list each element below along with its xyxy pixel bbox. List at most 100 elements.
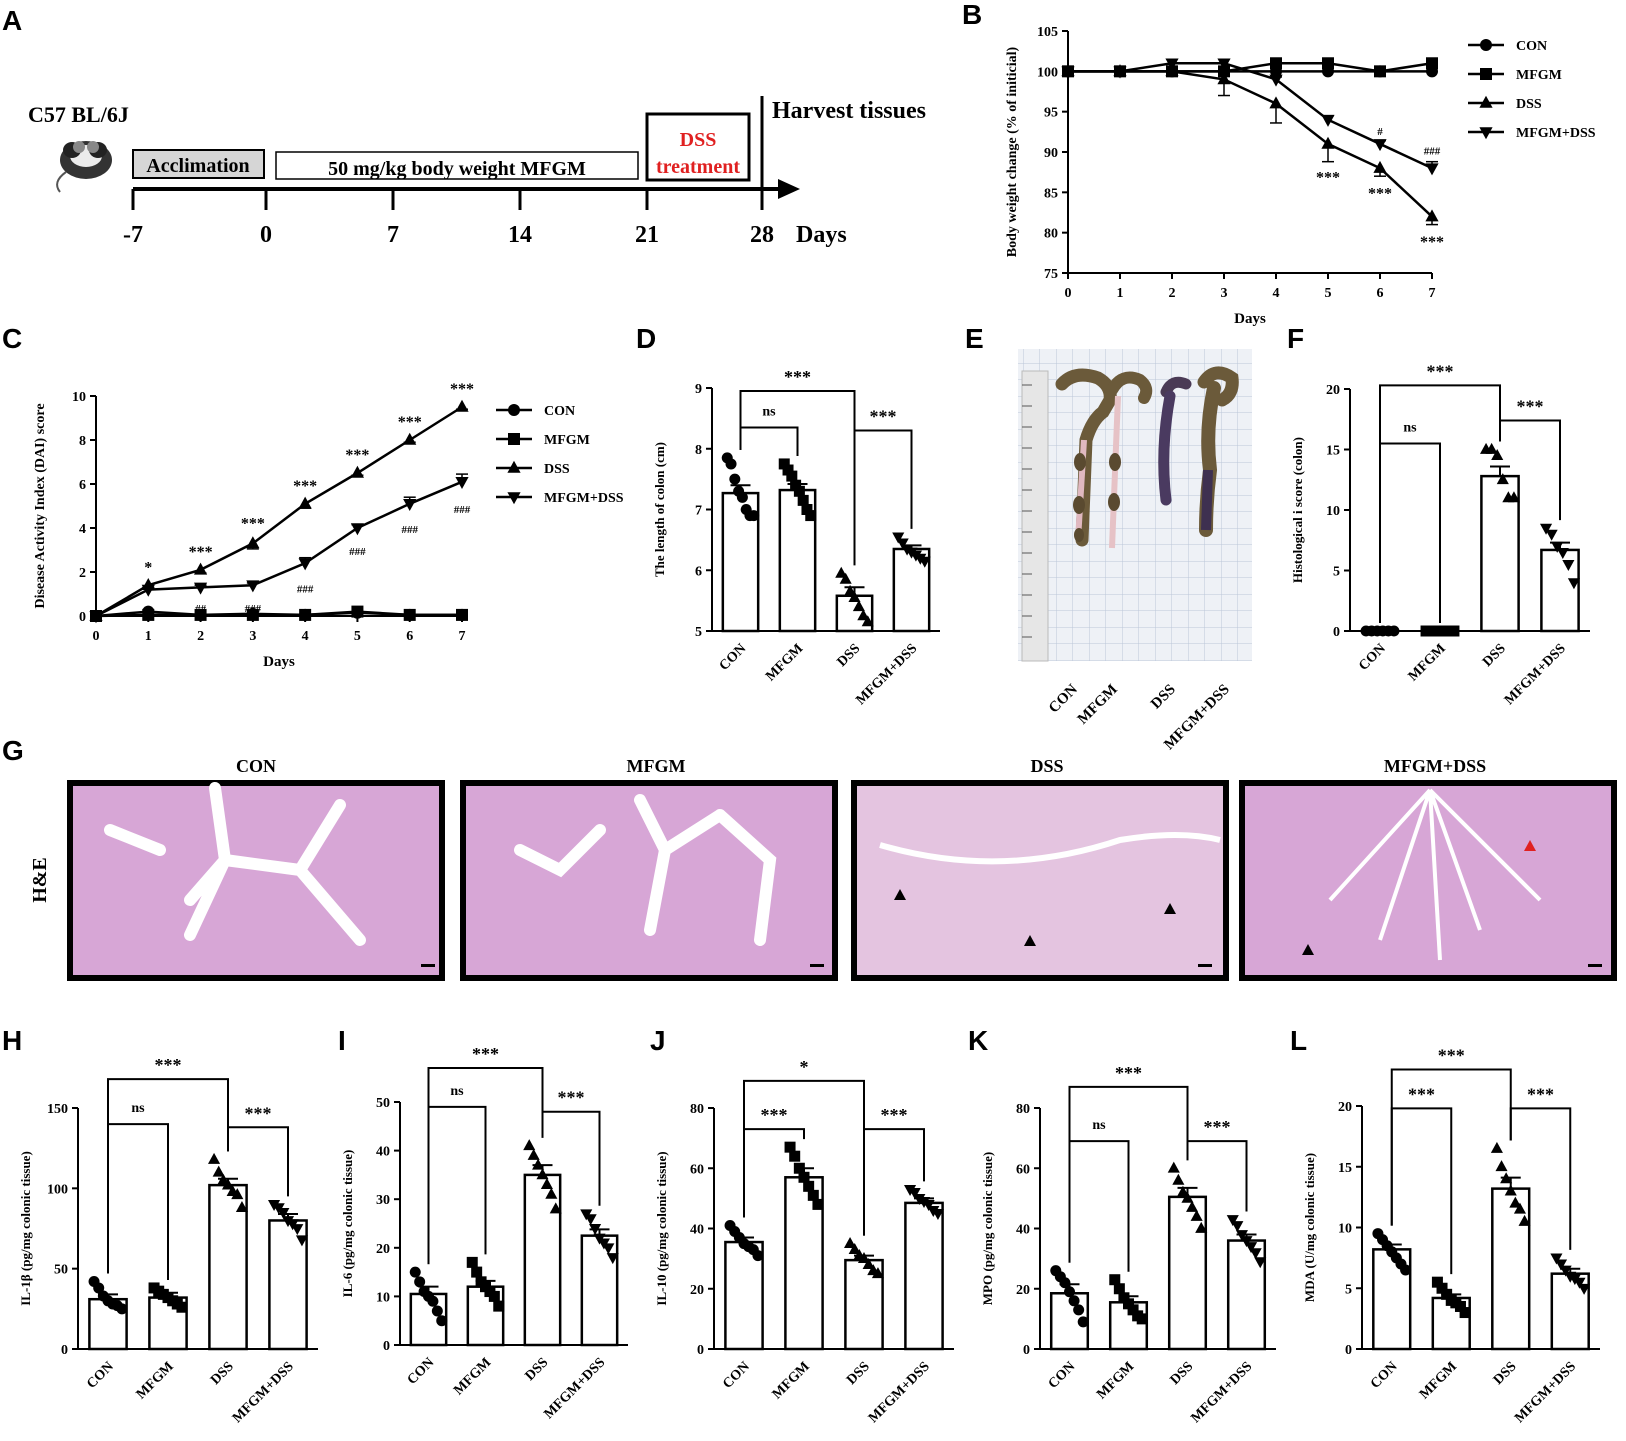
- data-point: [1270, 57, 1282, 70]
- y-tick-label: 5: [695, 625, 702, 640]
- legend-label: DSS: [1516, 97, 1542, 112]
- significance-marker: ***: [241, 515, 265, 532]
- data-point: [436, 1315, 448, 1327]
- significance-label: *: [800, 1057, 809, 1077]
- legend-marker: [508, 433, 520, 445]
- data-point: [1231, 1221, 1244, 1233]
- y-tick-label: 4: [79, 522, 86, 537]
- colon-sample-mfgm: [1106, 371, 1153, 549]
- data-point: [1064, 1286, 1075, 1298]
- x-tick-label: MFGM: [1417, 1359, 1460, 1402]
- data-point: [456, 608, 468, 621]
- significance-bracket: [1379, 384, 1501, 623]
- data-point: [277, 1208, 290, 1220]
- x-tick-label: DSS: [523, 1355, 552, 1384]
- data-point: [789, 1150, 801, 1162]
- y-tick-label: 10: [1338, 1222, 1352, 1237]
- data-point: [848, 1242, 861, 1254]
- photo-label-con: CON: [1046, 681, 1081, 716]
- x-tick-label: 5: [354, 629, 361, 644]
- legend-marker: [1480, 39, 1492, 51]
- significance-label: ***: [784, 367, 811, 387]
- significance-label: ns: [1403, 420, 1417, 435]
- data-point: [1373, 139, 1387, 152]
- panel-letter-e: E: [965, 323, 984, 354]
- x-tick-label: 7: [459, 629, 466, 644]
- data-point: [1254, 1257, 1267, 1269]
- data-point: [1322, 57, 1334, 70]
- y-axis-label: MPO (pg/mg colonic tissue): [980, 1152, 995, 1305]
- data-point: [1167, 1161, 1180, 1173]
- significance-marker: ###: [454, 504, 471, 516]
- data-point: [1136, 1313, 1148, 1325]
- data-point: [922, 1200, 935, 1211]
- significance-bracket: [863, 1128, 925, 1236]
- significance-marker: ***: [1420, 234, 1444, 251]
- colon-sample-dss: [1158, 376, 1192, 506]
- y-axis-label: IL-6 (pg/mg colonic tissue): [340, 1150, 355, 1298]
- y-tick-label: 8: [79, 434, 86, 449]
- data-point: [1437, 625, 1449, 637]
- data-point: [1217, 72, 1231, 85]
- data-point: [350, 465, 365, 478]
- photo-label-mfgm: MFGM: [1075, 682, 1121, 728]
- data-point: [246, 608, 259, 621]
- timeline-panel: C57 BL/6J Acclimation 50 mg/kg body weig…: [28, 96, 926, 248]
- chart-f-histological-score: 0 5 10 15 20 Histological i score (colon) CON M…: [1290, 361, 1590, 708]
- data-point: [1190, 1209, 1203, 1221]
- y-tick-label: 50: [376, 1096, 390, 1111]
- dss-treatment-label-1: DSS: [680, 129, 717, 151]
- y-tick-label: 0: [61, 1343, 68, 1358]
- data-point: [797, 494, 809, 506]
- data-point: [142, 608, 155, 621]
- chart-l-mda: 0 5 10 15 20 MDA (U/mg colonic tissue) CON MFGM…: [1302, 1046, 1600, 1426]
- significance-label: ***: [155, 1055, 182, 1075]
- significance-label: ns: [1092, 1118, 1106, 1133]
- data-point: [298, 496, 312, 509]
- data-point: [246, 580, 260, 593]
- photo-label-dss: DSS: [1148, 682, 1179, 713]
- y-tick-label: 50: [54, 1263, 68, 1278]
- significance-bracket: [1068, 1085, 1189, 1263]
- panel-letter-g: G: [2, 735, 24, 766]
- he-image-mfgm-dss: [1239, 780, 1617, 981]
- significance-label: ***: [1427, 361, 1454, 381]
- significance-marker: ##: [195, 603, 207, 615]
- dss-treatment-label-2: treatment: [656, 156, 740, 178]
- data-point: [1217, 58, 1231, 71]
- significance-bracket: [739, 426, 799, 456]
- data-point: [1061, 66, 1075, 79]
- data-point: [805, 510, 817, 522]
- x-tick-label: CON: [405, 1355, 438, 1388]
- x-tick-label: MFGM: [763, 641, 806, 684]
- data-point: [1518, 1214, 1531, 1226]
- y-axis-label: MDA (U/mg colonic tissue): [1302, 1153, 1317, 1302]
- significance-label: ***: [881, 1105, 908, 1125]
- x-tick-label: 2: [197, 629, 204, 644]
- x-tick-label: MFGM+DSS: [1512, 1359, 1579, 1426]
- data-point: [786, 470, 798, 482]
- x-tick-label: MFGM: [134, 1359, 177, 1402]
- data-point: [908, 1187, 921, 1199]
- x-tick-label: MFGM+DSS: [866, 1359, 933, 1426]
- y-tick-label: 20: [1016, 1283, 1030, 1298]
- data-point: [116, 1303, 128, 1315]
- x-tick-label: 6: [406, 629, 413, 644]
- significance-label: ***: [1527, 1084, 1554, 1104]
- significance-label: ***: [1115, 1063, 1142, 1083]
- data-point: [1567, 578, 1580, 590]
- data-point: [1426, 57, 1438, 70]
- x-tick-label: 3: [249, 629, 256, 644]
- significance-label: ***: [1408, 1084, 1435, 1104]
- y-tick-label: 0: [1345, 1343, 1352, 1358]
- timeline-arrow-icon: [778, 179, 800, 199]
- x-tick-label: 1: [1117, 286, 1124, 301]
- lesion-marker-icon: [1302, 944, 1314, 955]
- data-point: [1441, 1288, 1453, 1300]
- x-tick-label: DSS: [1480, 641, 1509, 670]
- significance-marker: ***: [398, 414, 422, 431]
- y-tick-label: 5: [1333, 565, 1340, 580]
- panel-letter-j: J: [650, 1025, 666, 1056]
- data-point: [1118, 1292, 1130, 1304]
- data-point: [1420, 625, 1432, 637]
